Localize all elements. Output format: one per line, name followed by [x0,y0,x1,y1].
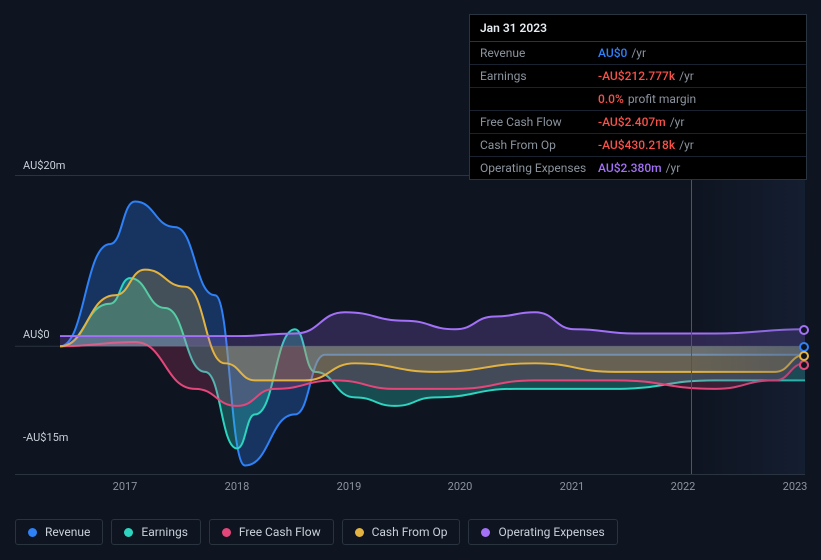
tooltip-row-label: Free Cash Flow [480,115,598,129]
tooltip-row-value: AU$2.380m [598,161,662,175]
financial-chart[interactable]: AU$20m AU$0 -AU$15m 20172018201920202021… [15,155,805,500]
tooltip-row-unit: /yr [670,115,685,129]
legend-item[interactable]: Free Cash Flow [209,519,334,545]
legend-label: Revenue [45,525,90,539]
cursor-line [691,176,692,474]
tooltip-row: Earnings-AU$212.777k/yr [470,65,806,88]
legend-label: Earnings [141,525,188,539]
tooltip-row-label: Operating Expenses [480,161,598,175]
x-axis-tick: 2023 [783,480,808,493]
legend-label: Operating Expenses [498,525,604,539]
series-marker [799,351,809,361]
x-axis-tick: 2017 [113,480,138,493]
plot-svg [15,176,805,474]
legend-dot-icon [28,528,37,537]
tooltip-row-value: AU$0 [598,46,627,60]
tooltip-row-label: Cash From Op [480,138,598,152]
x-axis-tick: 2018 [225,480,250,493]
legend-dot-icon [124,528,133,537]
tooltip-rows: RevenueAU$0/yrEarnings-AU$212.777k/yr0.0… [470,42,806,179]
tooltip-row-value: -AU$430.218k [598,138,675,152]
tooltip-row-unit: profit margin [628,92,696,106]
tooltip-row-value-wrap: -AU$212.777k/yr [598,69,694,83]
series-marker [799,360,809,370]
tooltip-row: 0.0% profit margin [470,88,806,111]
tooltip-panel: Jan 31 2023 RevenueAU$0/yrEarnings-AU$21… [469,14,807,180]
tooltip-row-value-wrap: 0.0% profit margin [598,92,696,106]
tooltip-date: Jan 31 2023 [470,15,806,42]
legend-item[interactable]: Revenue [15,519,103,545]
legend-label: Free Cash Flow [239,525,321,539]
x-axis-tick: 2020 [448,480,473,493]
x-axis: 2017 2018 2019 2020 2021 2022 2023 [15,480,805,500]
legend-item[interactable]: Earnings [111,519,201,545]
series-marker [799,325,809,335]
tooltip-row-value-wrap: AU$2.380m/yr [598,161,680,175]
y-axis-label-top: AU$20m [23,159,65,172]
tooltip-row-label: Revenue [480,46,598,60]
legend-dot-icon [355,528,364,537]
tooltip-row-unit: /yr [631,46,646,60]
tooltip-row-value-wrap: -AU$430.218k/yr [598,138,694,152]
tooltip-row-label: Earnings [480,69,598,83]
legend-dot-icon [222,528,231,537]
tooltip-row-value: 0.0% [598,92,624,106]
legend-item[interactable]: Operating Expenses [468,519,617,545]
tooltip-row-unit: /yr [666,161,681,175]
plot-area[interactable] [15,175,805,475]
tooltip-row-unit: /yr [679,69,694,83]
tooltip-row-value: -AU$2.407m [598,115,666,129]
legend-label: Cash From Op [372,525,448,539]
legend-dot-icon [481,528,490,537]
tooltip-row: RevenueAU$0/yr [470,42,806,65]
tooltip-row-value-wrap: AU$0/yr [598,46,646,60]
tooltip-row: Operating ExpensesAU$2.380m/yr [470,157,806,179]
x-axis-tick: 2021 [560,480,585,493]
tooltip-row: Cash From Op-AU$430.218k/yr [470,134,806,157]
legend-item[interactable]: Cash From Op [342,519,461,545]
legend: Revenue Earnings Free Cash Flow Cash From O… [15,519,618,545]
tooltip-row-label [480,92,598,106]
tooltip-row-unit: /yr [679,138,694,152]
tooltip-row: Free Cash Flow-AU$2.407m/yr [470,111,806,134]
x-axis-tick: 2019 [337,480,362,493]
x-axis-tick: 2022 [671,480,696,493]
tooltip-row-value-wrap: -AU$2.407m/yr [598,115,684,129]
tooltip-row-value: -AU$212.777k [598,69,675,83]
